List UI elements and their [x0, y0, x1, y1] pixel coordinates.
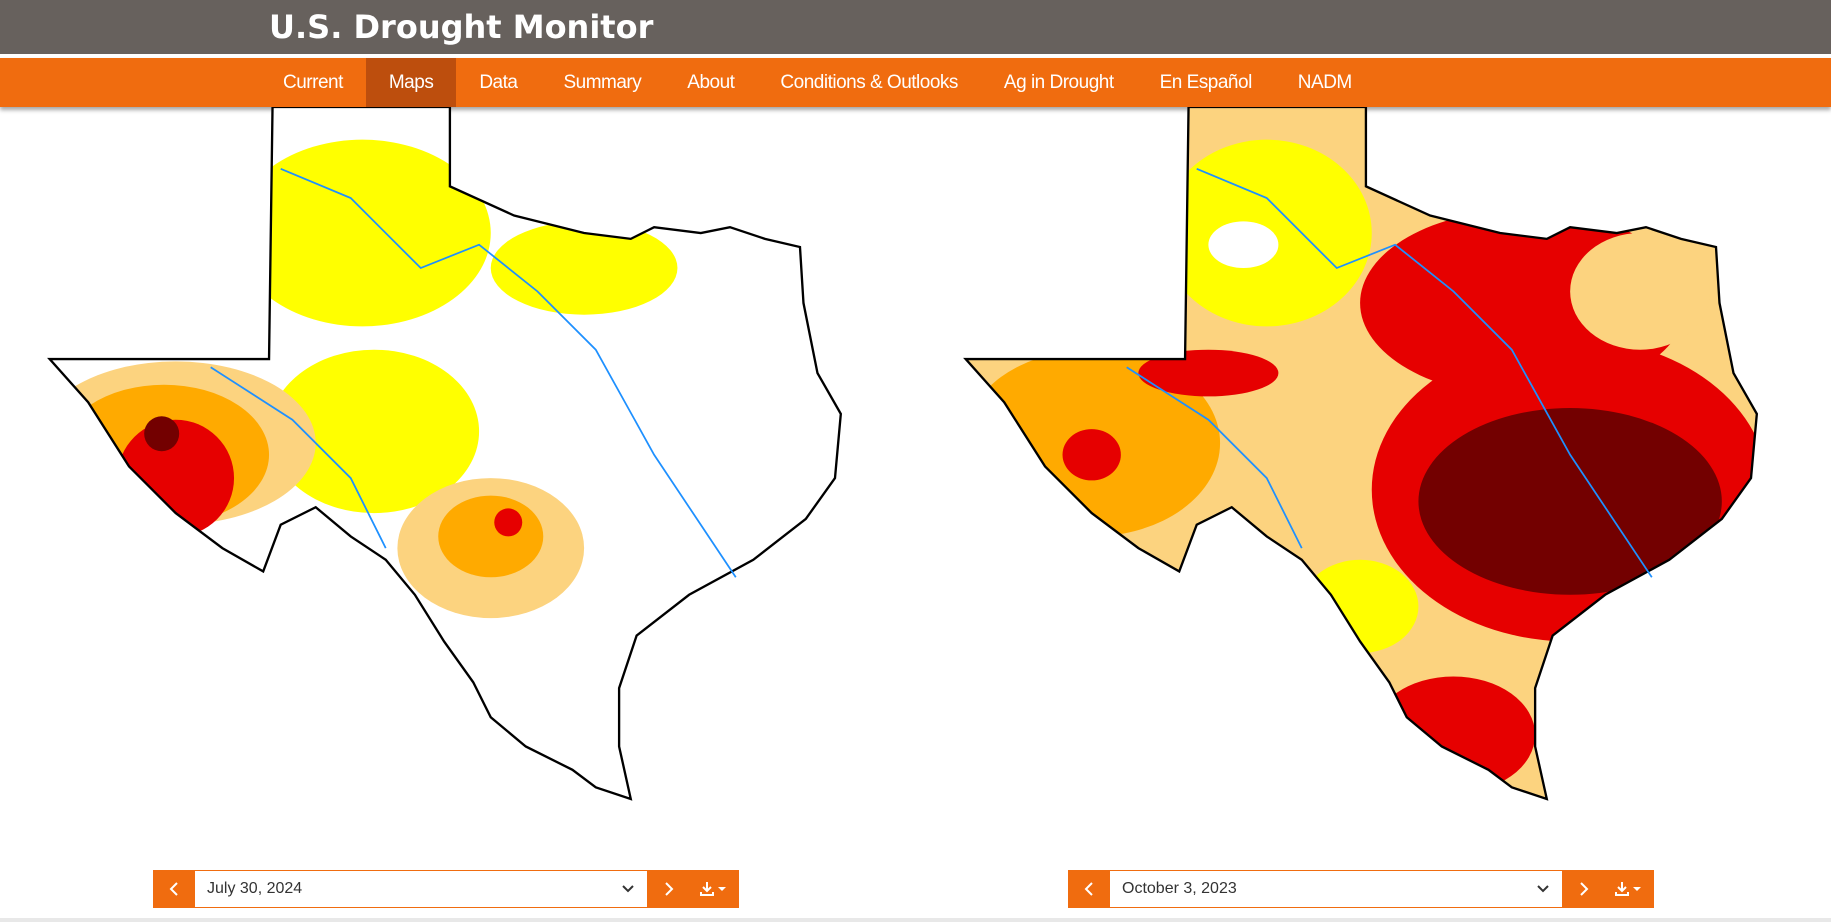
- download-button[interactable]: [1604, 870, 1654, 908]
- nav-item[interactable]: Ag in Drought: [1003, 72, 1114, 93]
- download-button[interactable]: [689, 870, 739, 908]
- nav-item[interactable]: Summary: [563, 72, 642, 93]
- nav-item[interactable]: Data: [479, 72, 518, 93]
- map-left: [48, 107, 842, 801]
- map-right: [964, 107, 1759, 801]
- chevron-right: [664, 882, 673, 896]
- date-select[interactable]: October 3, 2023: [1109, 870, 1563, 908]
- maps: [48, 107, 1759, 801]
- date-text: October 3, 2023: [1122, 880, 1237, 897]
- nav-item[interactable]: About: [687, 72, 735, 93]
- date-text: July 30, 2024: [207, 880, 303, 897]
- nav-item[interactable]: Conditions & Outlooks: [780, 72, 958, 93]
- date-control: July 30, 2024: [153, 870, 739, 908]
- prev-button[interactable]: [1068, 870, 1109, 908]
- nav-item[interactable]: En Español: [1159, 72, 1253, 93]
- next-button[interactable]: [1563, 870, 1604, 908]
- caret: [1537, 885, 1549, 893]
- caret: [622, 885, 634, 893]
- nav-item[interactable]: NADM: [1297, 72, 1352, 93]
- chevron-left: [1084, 882, 1093, 896]
- date-select[interactable]: July 30, 2024: [194, 870, 648, 908]
- site-title[interactable]: U.S. Drought Monitor: [269, 8, 654, 46]
- nav-item[interactable]: Current: [283, 72, 343, 93]
- prev-button[interactable]: [153, 870, 194, 908]
- date-control: October 3, 2023: [1068, 870, 1654, 908]
- chevron-right: [1579, 882, 1588, 896]
- next-button[interactable]: [648, 870, 689, 908]
- nav-item[interactable]: Maps: [365, 58, 457, 107]
- nav-list: Current Maps Data Summary About Conditions & …: [260, 58, 1375, 107]
- header-bar: U.S. Drought Monitor: [0, 0, 1831, 54]
- download-icon: [1615, 882, 1641, 896]
- footer-line: [0, 918, 1831, 922]
- download-icon: [700, 882, 726, 896]
- chevron-left: [169, 882, 178, 896]
- nav-bar: Current Maps Data Summary About Conditions & …: [0, 58, 1831, 107]
